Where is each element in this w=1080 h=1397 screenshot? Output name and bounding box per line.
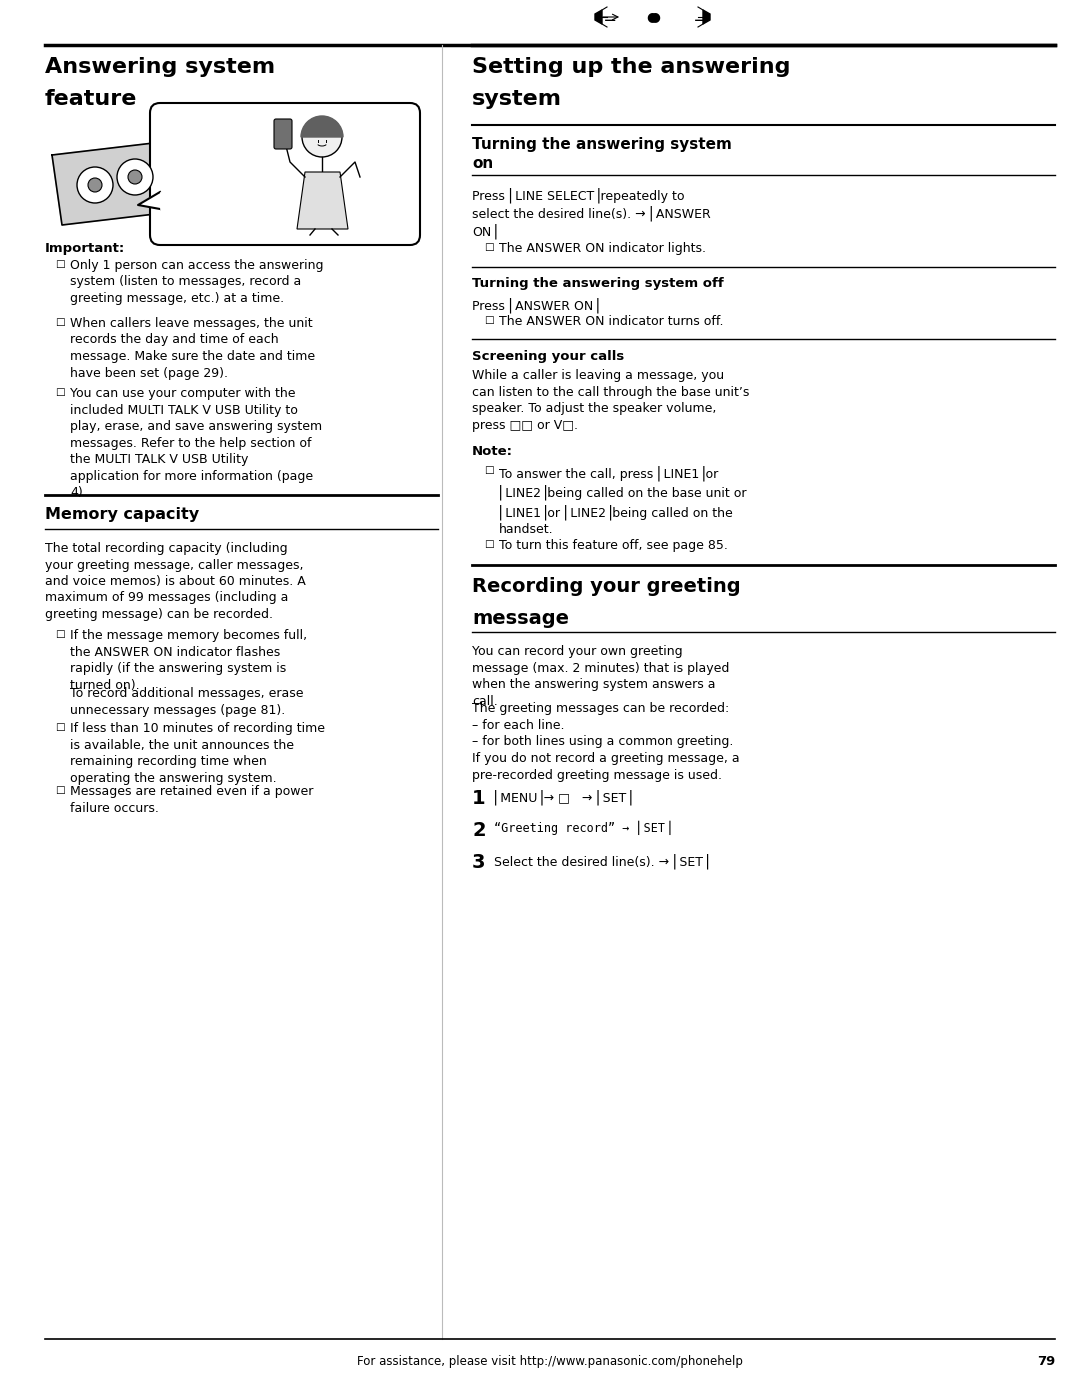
Text: The ANSWER ON indicator turns off.: The ANSWER ON indicator turns off. [499,314,724,328]
Text: Important:: Important: [45,242,125,256]
Text: select the desired line(s). → ⎜ANSWER: select the desired line(s). → ⎜ANSWER [472,205,711,221]
FancyBboxPatch shape [150,103,420,244]
Text: If you do not record a greeting message, a
pre-recorded greeting message is used: If you do not record a greeting message,… [472,752,740,781]
Circle shape [77,168,113,203]
Text: Press ⎜ANSWER ON⎟: Press ⎜ANSWER ON⎟ [472,298,599,313]
Text: □: □ [55,722,65,732]
Text: “Greeting record” → ⎜SET⎟: “Greeting record” → ⎜SET⎟ [494,821,672,835]
Text: ●: ● [649,11,661,24]
Text: Memory capacity: Memory capacity [45,507,199,522]
Polygon shape [703,10,710,24]
Text: system: system [472,89,562,109]
Text: To answer the call, press ⎜LINE1⎟or
⎜LINE2⎟being called on the base unit or
⎜LIN: To answer the call, press ⎜LINE1⎟or ⎜LIN… [499,465,746,536]
Circle shape [129,170,141,184]
Text: The total recording capacity (including
your greeting message, caller messages,
: The total recording capacity (including … [45,542,306,622]
Text: Turning the answering system off: Turning the answering system off [472,277,724,291]
Text: ●: ● [647,11,658,24]
Text: Note:: Note: [472,446,513,458]
Text: Select the desired line(s). → ⎜SET⎟: Select the desired line(s). → ⎜SET⎟ [494,854,710,869]
Text: To record additional messages, erase
unnecessary messages (page 81).: To record additional messages, erase unn… [70,687,303,717]
Text: You can use your computer with the
included MULTI TALK V USB Utility to
play, er: You can use your computer with the inclu… [70,387,322,499]
Text: ⚊: ⚊ [604,10,617,24]
Text: 79: 79 [1037,1355,1055,1368]
Text: Messages are retained even if a power
failure occurs.: Messages are retained even if a power fa… [70,785,313,814]
Text: □: □ [55,258,65,270]
Circle shape [117,159,153,196]
Text: Only 1 person can access the answering
system (listen to messages, record a
gree: Only 1 person can access the answering s… [70,258,324,305]
Polygon shape [138,191,160,210]
Text: – for each line.: – for each line. [472,719,565,732]
Text: When callers leave messages, the unit
records the day and time of each
message. : When callers leave messages, the unit re… [70,317,315,380]
Polygon shape [595,10,602,24]
Text: □: □ [484,314,494,326]
Text: Turning the answering system
on: Turning the answering system on [472,137,732,170]
Text: The greeting messages can be recorded:: The greeting messages can be recorded: [472,703,729,715]
Text: ⚊: ⚊ [693,10,706,24]
Text: □: □ [55,785,65,795]
Text: Press ⎜LINE SELECT⎟repeatedly to: Press ⎜LINE SELECT⎟repeatedly to [472,187,685,203]
Circle shape [302,117,342,156]
Circle shape [87,177,102,191]
Text: Setting up the answering: Setting up the answering [472,57,791,77]
Text: □: □ [484,242,494,251]
Text: ON⎟: ON⎟ [472,224,498,239]
Text: While a caller is leaving a message, you
can listen to the call through the base: While a caller is leaving a message, you… [472,369,750,432]
Text: For assistance, please visit http://www.panasonic.com/phonehelp: For assistance, please visit http://www.… [357,1355,743,1368]
Text: The ANSWER ON indicator lights.: The ANSWER ON indicator lights. [499,242,706,256]
Text: □: □ [55,317,65,327]
Text: 2: 2 [472,821,486,840]
Text: You can record your own greeting
message (max. 2 minutes) that is played
when th: You can record your own greeting message… [472,645,729,707]
Text: Screening your calls: Screening your calls [472,351,624,363]
Text: message: message [472,609,569,629]
Text: ⎜MENU⎟→ □   → ⎜SET⎟: ⎜MENU⎟→ □ → ⎜SET⎟ [494,789,633,805]
Text: 3: 3 [472,854,486,872]
Text: – for both lines using a common greeting.: – for both lines using a common greeting… [472,735,733,747]
Text: 1: 1 [472,789,486,807]
Text: □: □ [484,539,494,549]
Text: Recording your greeting: Recording your greeting [472,577,741,597]
Text: □: □ [55,629,65,638]
Text: feature: feature [45,89,137,109]
Text: □: □ [55,387,65,397]
Text: If the message memory becomes full,
the ANSWER ON indicator flashes
rapidly (if : If the message memory becomes full, the … [70,629,307,692]
FancyBboxPatch shape [274,119,292,149]
Text: □: □ [484,465,494,475]
Wedge shape [301,116,343,137]
Text: Answering system: Answering system [45,57,275,77]
Polygon shape [52,142,172,225]
Polygon shape [297,172,348,229]
Text: To turn this feature off, see page 85.: To turn this feature off, see page 85. [499,539,728,552]
Text: If less than 10 minutes of recording time
is available, the unit announces the
r: If less than 10 minutes of recording tim… [70,722,325,785]
